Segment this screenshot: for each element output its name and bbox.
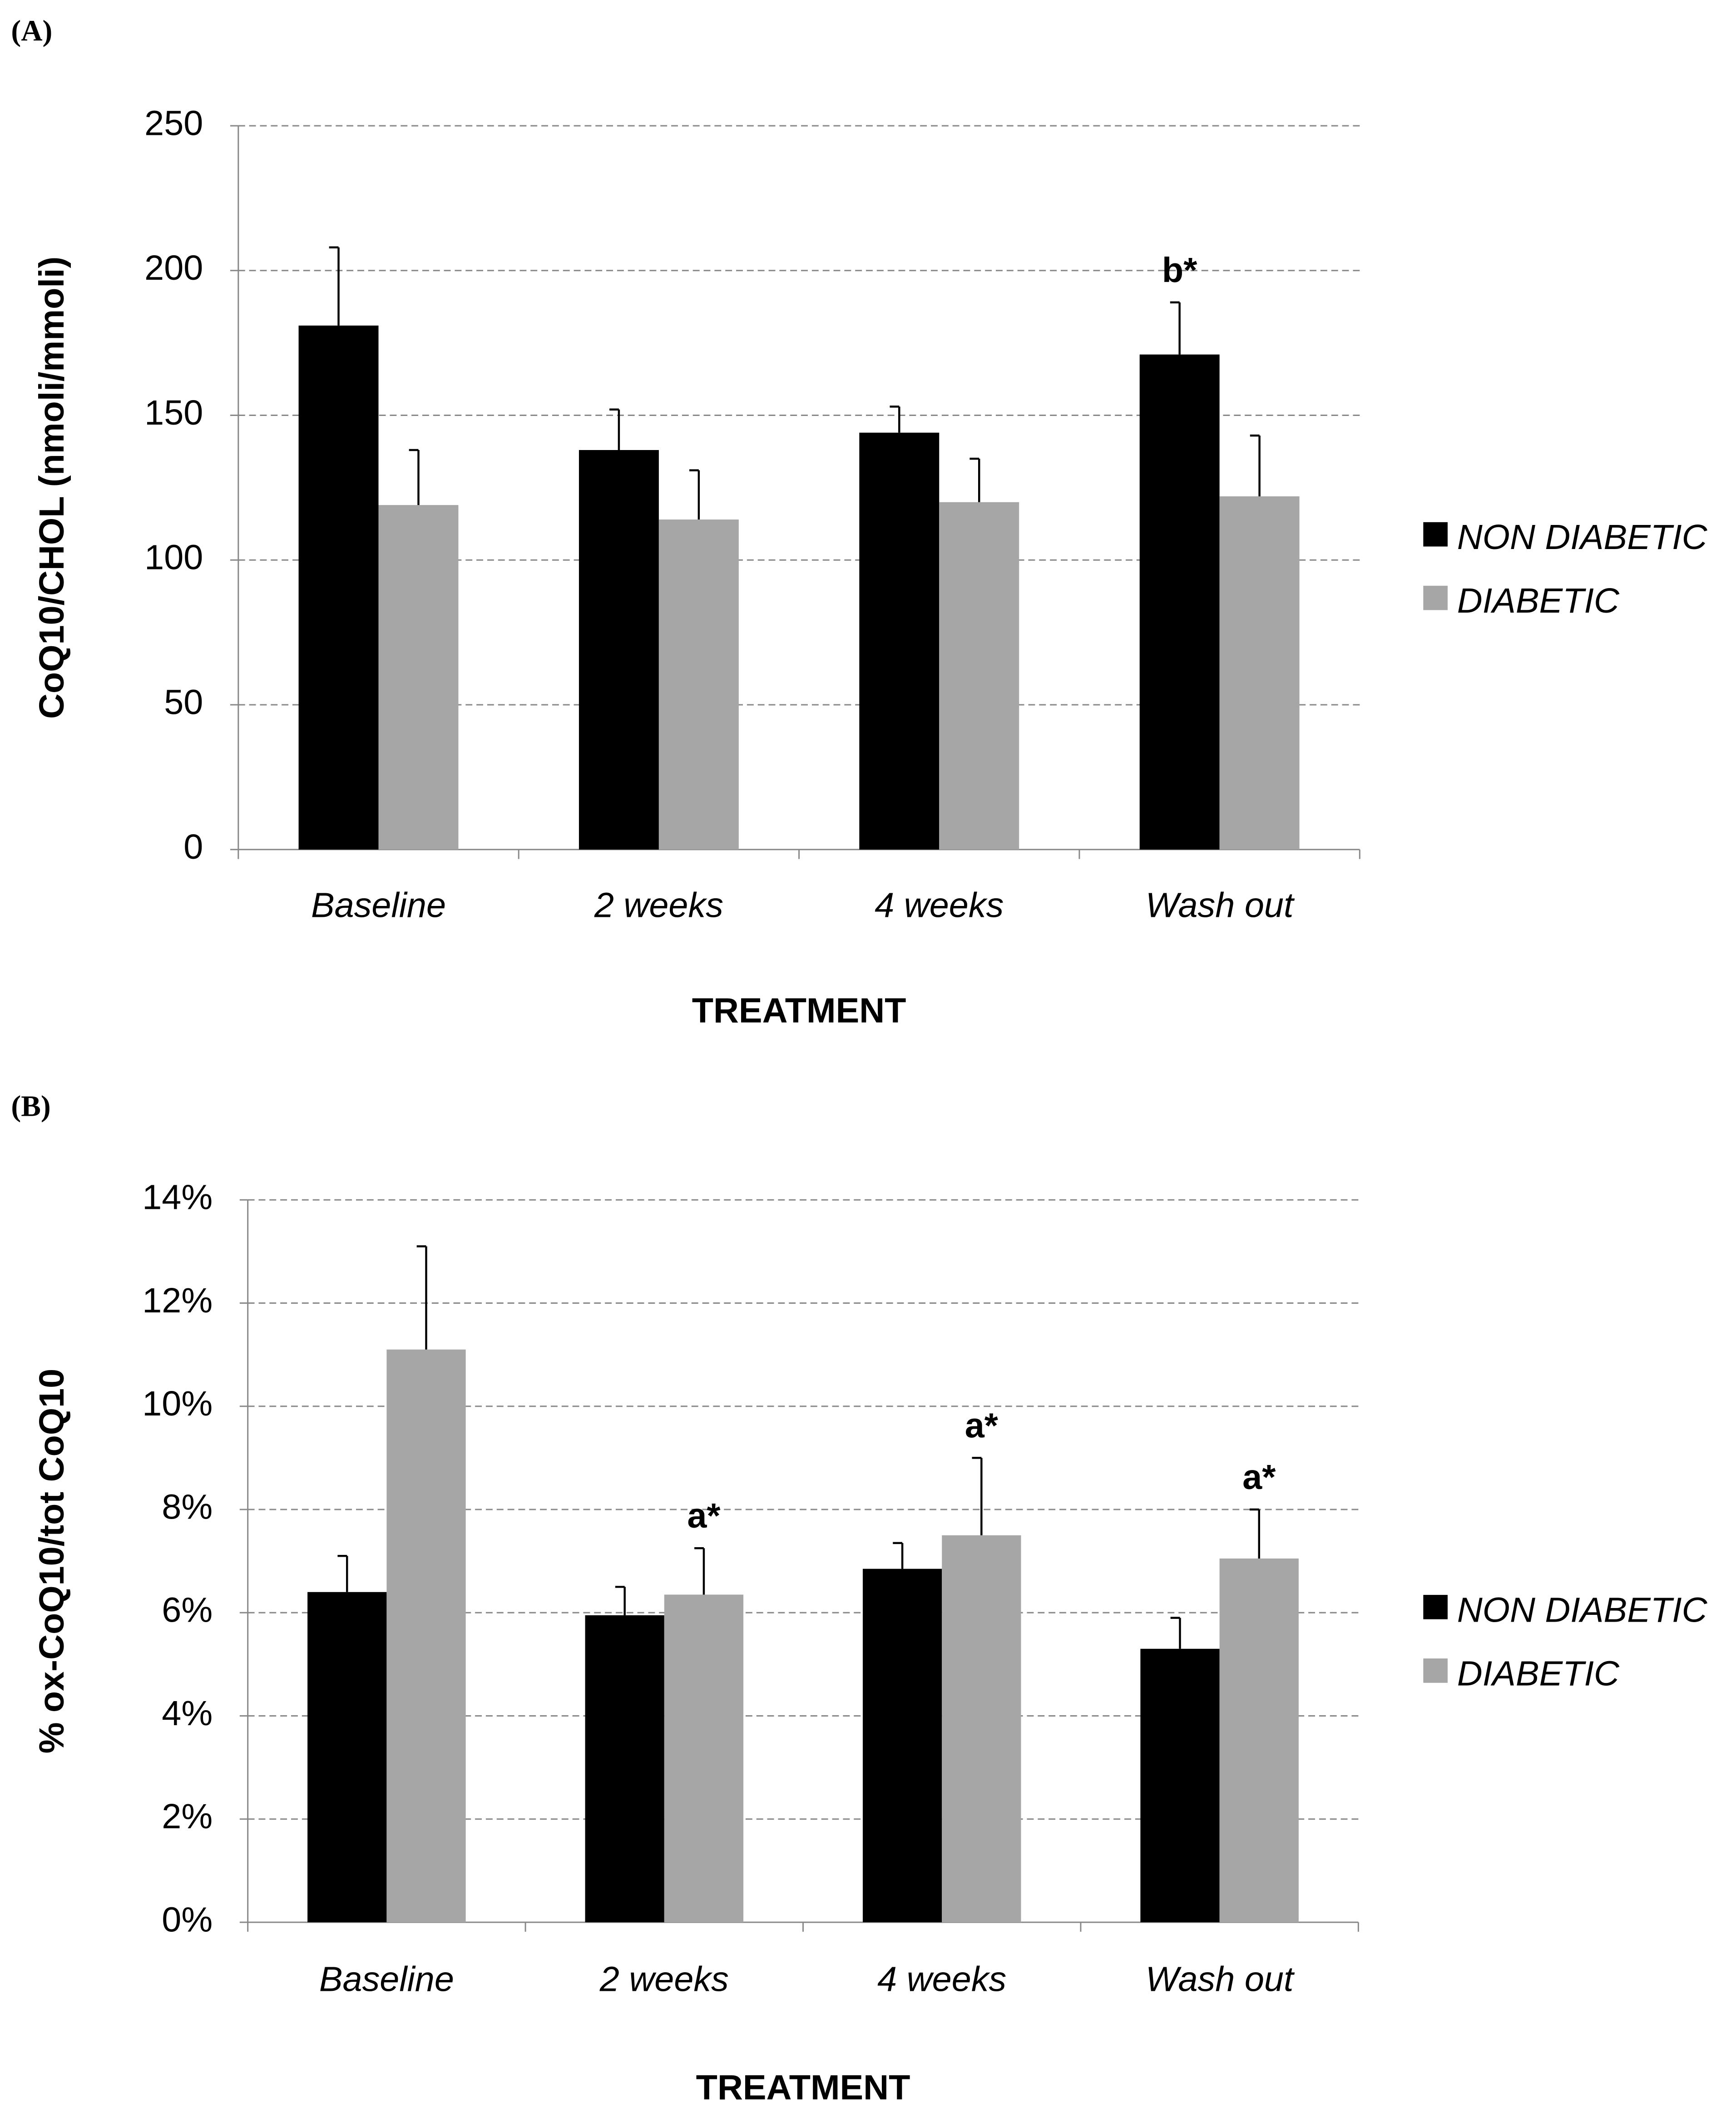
panel-label: (A)	[11, 15, 52, 48]
y-tick-label: 200	[144, 248, 203, 287]
y-tick-label: 50	[164, 683, 203, 722]
bar	[862, 1569, 942, 1922]
y-tick-label: 4%	[162, 1694, 213, 1733]
x-tick-label: Wash out	[1146, 1960, 1295, 1999]
y-tick-label: 100	[144, 538, 203, 577]
x-tick-label: Baseline	[319, 1960, 454, 1999]
bar	[1219, 1558, 1299, 1922]
legend-swatch	[1423, 1595, 1448, 1619]
y-tick-label: 0%	[162, 1900, 213, 1939]
bar	[942, 1535, 1021, 1922]
bar	[859, 432, 940, 850]
bar	[585, 1615, 664, 1922]
x-tick-label: 4 weeks	[877, 1960, 1006, 1999]
bar	[307, 1592, 387, 1922]
x-axis-title: TREATMENT	[696, 2068, 910, 2107]
legend-swatch	[1423, 1658, 1448, 1683]
annotation: a*	[687, 1496, 721, 1535]
y-tick-label: 0	[183, 827, 203, 866]
bar	[939, 502, 1019, 850]
y-tick-label: 150	[144, 393, 203, 432]
y-tick-label: 2%	[162, 1797, 213, 1836]
x-tick-label: 2 weeks	[594, 886, 723, 925]
bar	[386, 1349, 466, 1922]
annotation: a*	[1242, 1458, 1276, 1497]
y-tick-label: 6%	[162, 1591, 213, 1630]
bar	[658, 520, 739, 850]
bar	[1139, 354, 1220, 850]
y-tick-label: 10%	[142, 1384, 213, 1423]
y-axis-title: % ox-CoQ10/tot CoQ10	[32, 1369, 71, 1754]
x-tick-label: 2 weeks	[599, 1960, 729, 1999]
panel-label: (B)	[11, 1090, 50, 1123]
legend-swatch	[1423, 522, 1448, 547]
x-tick-label: Wash out	[1146, 886, 1295, 925]
legend-label: DIABETIC	[1457, 1654, 1620, 1693]
y-tick-label: 12%	[142, 1281, 213, 1320]
legend-swatch	[1423, 585, 1448, 610]
annotation: b*	[1162, 251, 1197, 290]
bar	[1219, 496, 1300, 850]
y-tick-label: 8%	[162, 1487, 213, 1526]
y-tick-label: 14%	[142, 1178, 213, 1217]
bar	[664, 1594, 744, 1922]
x-axis-title: TREATMENT	[692, 991, 906, 1030]
y-axis-title: CoQ10/CHOL (nmoli/mmoli)	[32, 257, 71, 719]
bar	[298, 325, 379, 850]
annotation: a*	[965, 1406, 999, 1445]
bar	[579, 450, 659, 850]
legend-label: NON DIABETIC	[1457, 518, 1708, 557]
legend-label: NON DIABETIC	[1457, 1590, 1708, 1629]
bar	[378, 505, 459, 850]
x-tick-label: Baseline	[311, 886, 446, 925]
legend-label: DIABETIC	[1457, 581, 1620, 620]
y-tick-label: 250	[144, 104, 203, 143]
bar	[1140, 1648, 1220, 1922]
x-tick-label: 4 weeks	[875, 886, 1004, 925]
